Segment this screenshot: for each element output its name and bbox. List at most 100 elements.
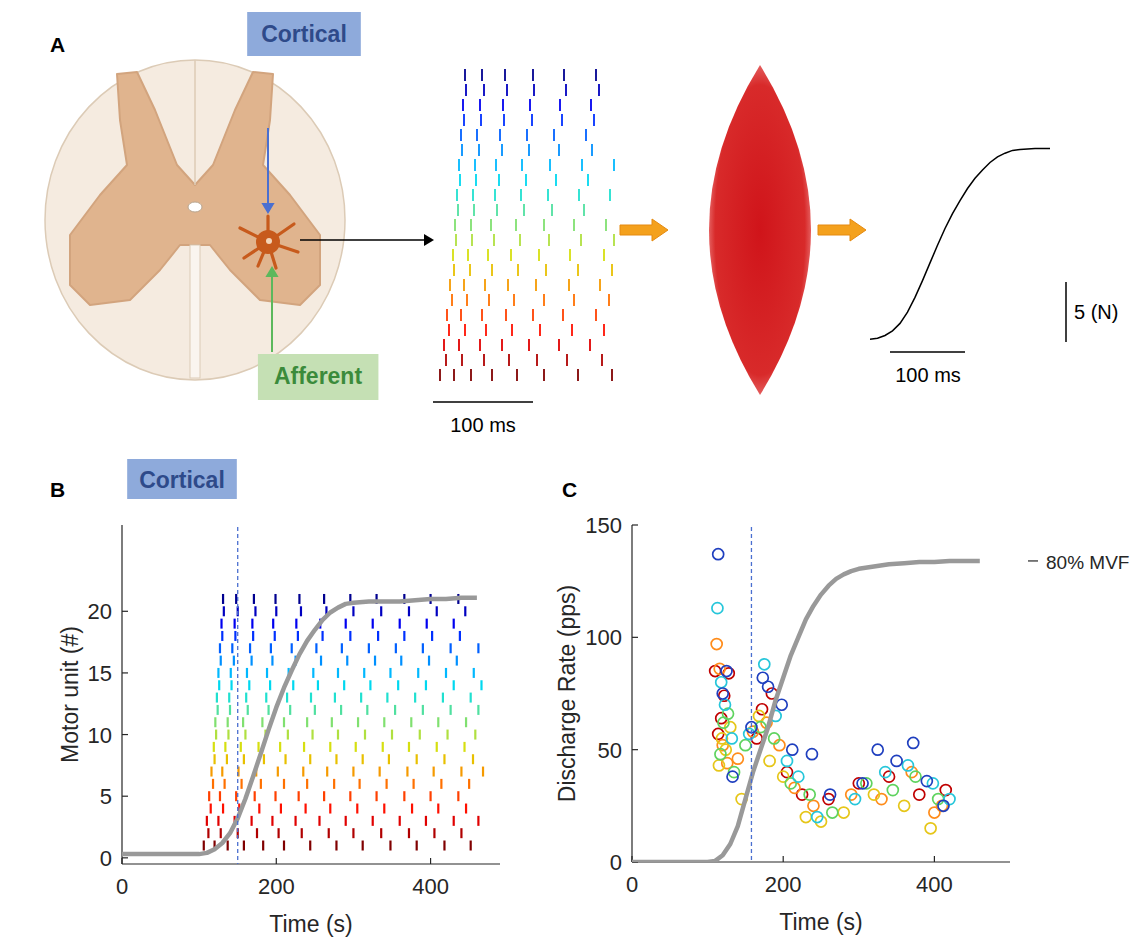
panel-letter: A (50, 33, 65, 56)
spike (450, 705, 452, 715)
mini-spike (484, 279, 486, 291)
mini-spike (470, 219, 472, 231)
spike (433, 828, 435, 838)
spike (251, 619, 253, 629)
spike (287, 730, 289, 740)
rate-point (781, 755, 792, 766)
panel-1: C0200400050100150Time (s)Discharge Rate … (554, 478, 1129, 935)
mini-spike (491, 369, 493, 381)
mini-spike (454, 219, 456, 231)
rate-point (713, 549, 724, 560)
mini-spike (455, 234, 457, 246)
spike (222, 594, 224, 604)
spike (271, 816, 273, 826)
mini-spike (571, 324, 573, 336)
mini-force (870, 149, 1050, 340)
spike (326, 767, 328, 777)
mini-spike (470, 369, 472, 381)
mini-spike (601, 354, 603, 366)
mini-spike (480, 114, 482, 126)
spike (274, 631, 276, 641)
rate-point (711, 639, 722, 650)
spike (213, 754, 215, 764)
rate-point (726, 733, 737, 744)
mini-spike (533, 84, 535, 96)
spike (465, 804, 467, 814)
spike (303, 742, 305, 752)
spike (397, 680, 399, 690)
mini-spike (603, 324, 605, 336)
mini-spike (587, 174, 589, 186)
spike (352, 606, 354, 616)
spike (314, 705, 316, 715)
spike (359, 779, 361, 789)
y-tick-label: 150 (585, 513, 622, 538)
mini-spike (458, 159, 460, 171)
spike (349, 631, 351, 641)
spike (345, 816, 347, 826)
nucleus (266, 238, 272, 244)
central-canal (188, 202, 202, 212)
spike (242, 717, 244, 727)
mini-spike (611, 369, 613, 381)
spike (323, 791, 325, 801)
rate-point (800, 812, 811, 823)
spike (349, 791, 351, 801)
mini-spike (469, 264, 471, 276)
mini-spike (501, 144, 503, 156)
spike (464, 606, 466, 616)
spike (443, 754, 445, 764)
spike (429, 791, 431, 801)
rate-point (776, 699, 787, 710)
rate-point (793, 771, 804, 782)
annotation-tick (1028, 560, 1038, 561)
spike (363, 668, 365, 678)
output-arrow (300, 239, 424, 241)
spike (309, 754, 311, 764)
mini-spike (569, 249, 571, 261)
scale-bar (890, 351, 965, 353)
x-tick-label: 0 (626, 872, 638, 897)
mini-spike (562, 309, 564, 321)
rate-point (880, 767, 891, 778)
spike (425, 816, 427, 826)
spike (374, 656, 376, 666)
spike (459, 631, 461, 641)
spike (414, 693, 416, 703)
spike (219, 791, 221, 801)
mini-spike (460, 129, 462, 141)
spike (372, 619, 374, 629)
spike (456, 656, 458, 666)
spike (229, 705, 231, 715)
rate-point (850, 794, 861, 805)
spike (295, 619, 297, 629)
mini-spike (483, 84, 485, 96)
spike (310, 693, 312, 703)
afferent-arrow (271, 276, 273, 352)
mini-spike (558, 339, 560, 351)
spike (217, 705, 219, 715)
mini-spike (593, 114, 595, 126)
rate-point (868, 789, 879, 800)
cortical-label: Cortical (261, 21, 347, 47)
mini-spike (474, 159, 476, 171)
spike (333, 779, 335, 789)
mini-spike (476, 129, 478, 141)
annotation-label: 80% MVF (1046, 552, 1129, 573)
rate-point (825, 789, 836, 800)
mini-spike (461, 144, 463, 156)
spike (257, 742, 259, 752)
spike (335, 754, 337, 764)
mini-spike (515, 219, 517, 231)
spike (245, 693, 247, 703)
y-tick-label: 10 (88, 723, 112, 748)
mini-spike (453, 264, 455, 276)
mini-spike (485, 324, 487, 336)
mini-spike (543, 294, 545, 306)
rate-point (763, 681, 774, 692)
spike (436, 742, 438, 752)
spike (277, 767, 279, 777)
y-tick (122, 857, 128, 858)
spike (203, 841, 205, 851)
mini-spike (452, 249, 454, 261)
